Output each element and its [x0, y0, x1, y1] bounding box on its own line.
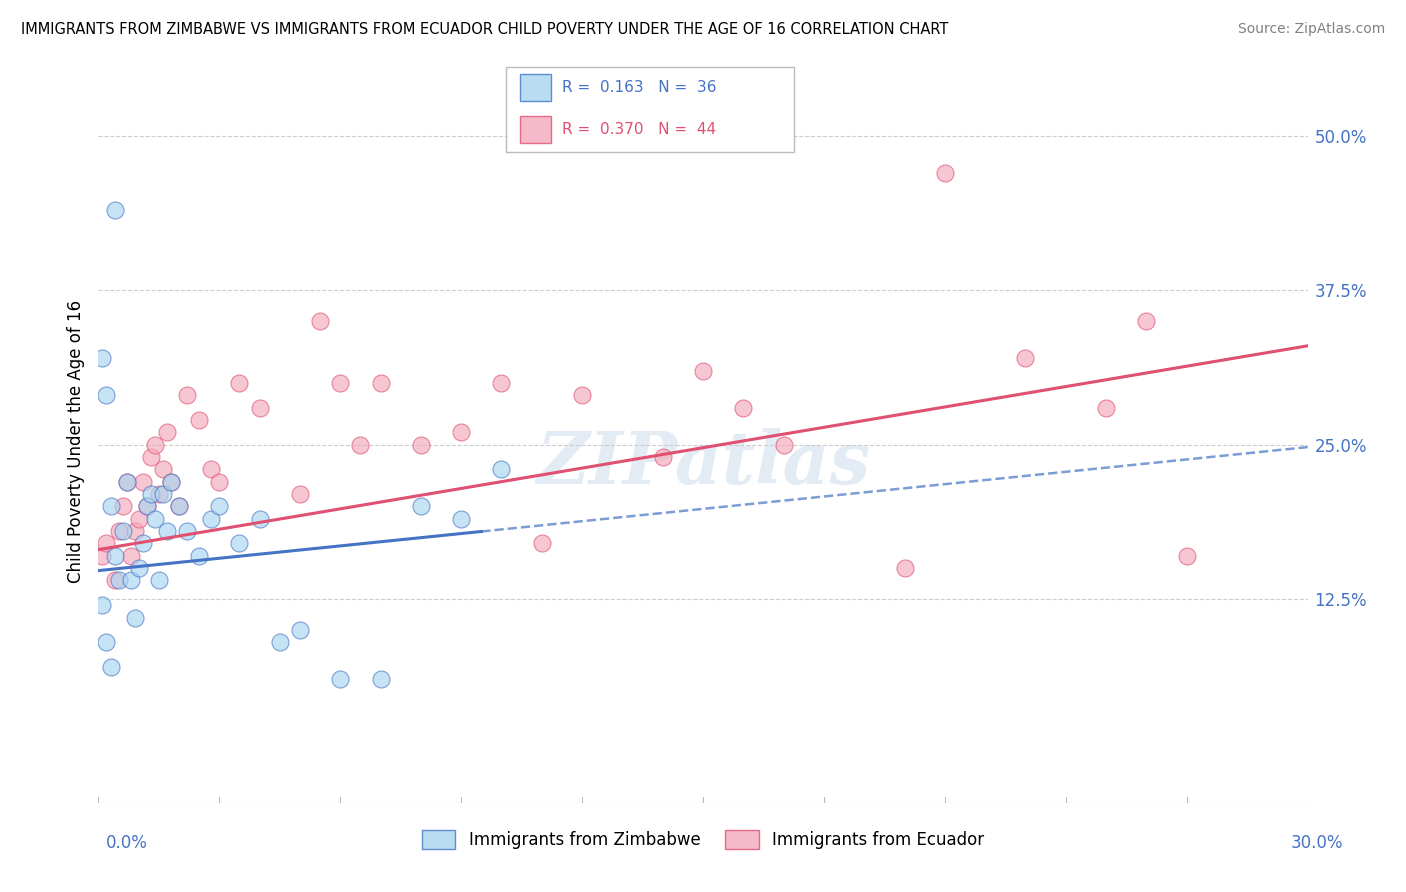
Point: [91, 549, 114, 563]
Text: Source: ZipAtlas.com: Source: ZipAtlas.com: [1237, 22, 1385, 37]
Point: [143, 512, 166, 526]
Point: [200, 462, 222, 476]
Point: [208, 475, 231, 489]
Point: [176, 388, 198, 402]
Point: [188, 549, 211, 563]
Text: R =  0.163   N =  36: R = 0.163 N = 36: [562, 80, 717, 95]
Point: [160, 475, 183, 489]
Point: [571, 388, 593, 402]
Text: ZIPatlas: ZIPatlas: [536, 428, 870, 499]
Y-axis label: Child Poverty Under the Age of 16: Child Poverty Under the Age of 16: [66, 300, 84, 583]
Legend: Immigrants from Zimbabwe, Immigrants from Ecuador: Immigrants from Zimbabwe, Immigrants fro…: [415, 823, 991, 856]
Text: R =  0.370   N =  44: R = 0.370 N = 44: [562, 122, 717, 136]
Point: [167, 500, 190, 514]
Text: IMMIGRANTS FROM ZIMBABWE VS IMMIGRANTS FROM ECUADOR CHILD POVERTY UNDER THE AGE : IMMIGRANTS FROM ZIMBABWE VS IMMIGRANTS F…: [21, 22, 949, 37]
Point: [409, 437, 432, 451]
Point: [111, 524, 134, 538]
Point: [188, 413, 211, 427]
Point: [135, 500, 157, 514]
Point: [329, 673, 352, 687]
Point: [156, 425, 179, 440]
Point: [733, 401, 755, 415]
Point: [491, 462, 513, 476]
Point: [692, 363, 714, 377]
Point: [124, 524, 146, 538]
Point: [288, 487, 311, 501]
Text: 30.0%: 30.0%: [1291, 834, 1343, 852]
Point: [96, 536, 118, 550]
Point: [120, 574, 142, 588]
Point: [128, 512, 150, 526]
Point: [156, 524, 179, 538]
Point: [269, 635, 291, 649]
Point: [176, 524, 198, 538]
Point: [115, 475, 138, 489]
Point: [132, 536, 155, 550]
Point: [200, 512, 222, 526]
Point: [208, 500, 231, 514]
Point: [115, 475, 138, 489]
Point: [96, 388, 118, 402]
Point: [409, 500, 432, 514]
Point: [132, 475, 155, 489]
Point: [100, 660, 122, 674]
Point: [103, 202, 125, 217]
Point: [91, 598, 114, 612]
Point: [1014, 351, 1036, 366]
Point: [103, 549, 125, 563]
Point: [530, 536, 553, 550]
Point: [124, 610, 146, 624]
Point: [450, 512, 472, 526]
Point: [370, 673, 392, 687]
Point: [893, 561, 915, 575]
Point: [249, 401, 271, 415]
Point: [228, 376, 250, 390]
Point: [1175, 549, 1198, 563]
Point: [139, 450, 162, 464]
Point: [1135, 314, 1157, 328]
Point: [934, 166, 956, 180]
Point: [1095, 401, 1118, 415]
Point: [491, 376, 513, 390]
Point: [111, 500, 134, 514]
Point: [100, 500, 122, 514]
Point: [651, 450, 673, 464]
Point: [228, 536, 250, 550]
Point: [107, 574, 129, 588]
Point: [450, 425, 472, 440]
Point: [107, 524, 129, 538]
Point: [288, 623, 311, 637]
Point: [103, 574, 125, 588]
Point: [148, 574, 170, 588]
Point: [167, 500, 190, 514]
Point: [349, 437, 371, 451]
Point: [96, 635, 118, 649]
Point: [249, 512, 271, 526]
Point: [120, 549, 142, 563]
Point: [148, 487, 170, 501]
Point: [135, 500, 157, 514]
Point: [772, 437, 794, 451]
Point: [329, 376, 352, 390]
Point: [152, 462, 174, 476]
Point: [143, 437, 166, 451]
Point: [160, 475, 183, 489]
Text: 0.0%: 0.0%: [105, 834, 148, 852]
Point: [309, 314, 332, 328]
Point: [91, 351, 114, 366]
Point: [139, 487, 162, 501]
Point: [128, 561, 150, 575]
Point: [370, 376, 392, 390]
Point: [152, 487, 174, 501]
